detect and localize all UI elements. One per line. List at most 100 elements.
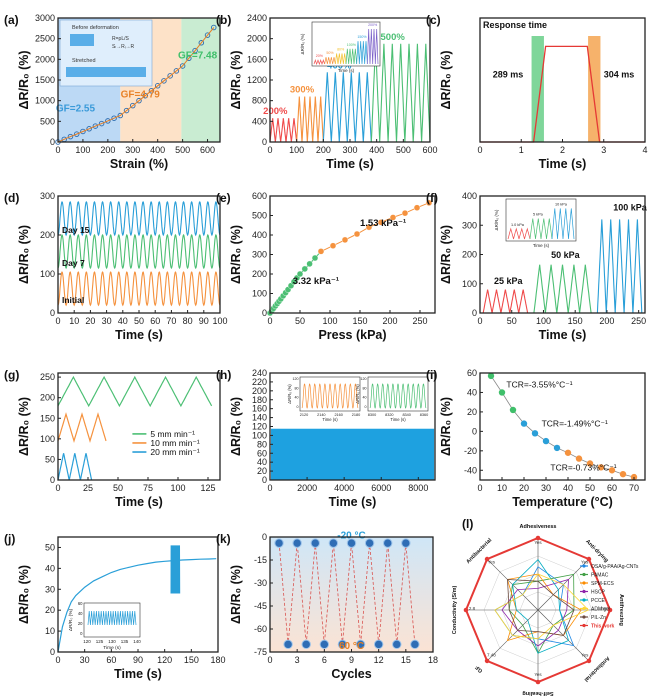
radar-point <box>535 535 541 541</box>
x-tick-label: 200 <box>100 145 115 155</box>
plot-area: 120 125 130 135 140 0 20 40 60 Time (s) ΔR/R₀ (%) <box>57 545 217 653</box>
legend-label: ADM gel <box>591 607 610 613</box>
inset-line <box>87 610 137 626</box>
series-line <box>596 219 643 314</box>
data-point <box>317 248 325 255</box>
x-tick-label: 90 <box>199 316 209 326</box>
y-axis-label: ΔR/R₀ (%) <box>17 50 31 109</box>
data-point <box>553 444 561 452</box>
y-tick-label: 20 <box>45 605 55 615</box>
y-axis-label: ΔR/R₀ (%) <box>17 397 31 456</box>
data-point <box>531 430 539 437</box>
temp-label: 60 °C <box>339 641 364 652</box>
y-tick-label: 200 <box>462 250 477 260</box>
plot-area: 5 mm min⁻¹10 mm min⁻¹20 mm min⁻¹ <box>57 375 213 481</box>
plot-area: Response time 289 ms 304 ms <box>480 20 645 143</box>
x-tick-label: 400 <box>369 145 384 155</box>
radar-axis-value: Yes <box>534 540 542 545</box>
x-tick-label: 9 <box>349 655 354 665</box>
annotation: 304 ms <box>604 69 635 79</box>
data-point <box>292 538 302 548</box>
y-tick-label: 80 <box>257 439 267 449</box>
x-tick-label: 20 <box>519 483 529 493</box>
data-point <box>111 115 117 121</box>
x-tick-label: 0 <box>55 316 60 326</box>
radar-series <box>512 558 570 654</box>
x-tick-label: 0 <box>55 483 60 493</box>
y-tick-label: -20 <box>464 446 477 456</box>
x-tick-label: 150 <box>568 316 583 326</box>
data-point <box>92 123 99 129</box>
y-tick-label: -40 <box>464 465 477 475</box>
x-axis-label: Time (s) <box>115 328 163 342</box>
x-tick-label: 300 <box>342 145 357 155</box>
series-line <box>57 558 217 653</box>
series-line <box>57 200 221 237</box>
y-tick-label: 60 <box>257 448 267 458</box>
data-point <box>542 437 550 445</box>
x-tick-label: 2 <box>560 145 565 155</box>
inset-pressure-label: 1.0 kPa <box>511 223 525 227</box>
x-tick-label: 600 <box>422 145 437 155</box>
x-tick-label: 30 <box>541 483 551 493</box>
y-tick-label: 100 <box>40 269 55 279</box>
inset-x-label: Time (s) <box>338 68 355 73</box>
legend-marker <box>582 598 586 602</box>
y-tick-label: 0 <box>472 426 477 436</box>
radar-axis-label: Self-healing <box>522 690 553 696</box>
strain-label: 500% <box>381 32 406 43</box>
y-tick-label: 40 <box>257 457 267 467</box>
radar-axis-label: Adhesiveness <box>520 524 557 530</box>
data-point <box>204 32 211 38</box>
x-tick-label: 70 <box>166 316 176 326</box>
axes-frame <box>479 17 646 143</box>
x-tick-label: 40 <box>118 316 128 326</box>
data-point <box>301 265 308 273</box>
y-tick-label: 400 <box>252 230 267 240</box>
y-tick-label: 800 <box>252 96 267 106</box>
radar-axis-label: GF <box>474 663 484 673</box>
y-tick-label: 1000 <box>35 96 55 106</box>
y-tick-label: 200 <box>40 230 55 240</box>
y-axis-label: ΔR/R₀ (%) <box>229 225 243 284</box>
x-tick-label: 20 <box>85 316 95 326</box>
inset-equation: Sₗ→Rᵢ→R <box>112 44 135 50</box>
x-tick-label: 60 <box>150 316 160 326</box>
data-point <box>123 107 130 114</box>
radar-axis-label: Antifreezing <box>618 594 624 626</box>
inset-y-tick: 0 <box>297 405 299 409</box>
x-tick-label: 200 <box>382 316 397 326</box>
x-tick-label: 100 <box>212 316 227 326</box>
data-point <box>373 639 384 650</box>
y-tick-label: 20 <box>257 466 267 476</box>
legend-label: 10 mm min⁻¹ <box>150 438 200 448</box>
burst-signal <box>170 545 181 594</box>
annotation: TCR=-1.49%°C⁻¹ <box>542 419 608 429</box>
radar-axis-value: Yes <box>534 672 542 677</box>
data-point <box>80 128 86 135</box>
axes-frame <box>479 372 646 481</box>
y-axis-label: ΔR/R₀ (%) <box>439 50 453 109</box>
data-point <box>353 230 361 238</box>
strain-label: 200% <box>263 106 288 117</box>
series-line <box>296 96 324 143</box>
panel-label: (j) <box>4 532 15 546</box>
inset-y-label: ΔR/R₀ (%) <box>300 33 305 54</box>
inset-strain-label: 200% <box>368 23 378 27</box>
data-point <box>564 449 572 456</box>
signal-band <box>271 428 435 480</box>
x-tick-label: 250 <box>412 316 427 326</box>
legend-marker <box>582 581 586 585</box>
data-point <box>410 639 420 650</box>
y-axis-label: ΔR/R₀ (%) <box>229 50 243 109</box>
inset-y-label: ΔR/R₀ (%) <box>355 384 360 404</box>
inset-line <box>356 41 368 65</box>
inset-x-label: Time (s) <box>322 417 338 422</box>
data-point <box>346 538 357 548</box>
x-tick-label: 15 <box>401 655 411 665</box>
data-point <box>283 639 293 650</box>
y-tick-label: 0 <box>262 532 267 542</box>
legend-marker <box>582 615 586 619</box>
inset-equation: R=ρL/S <box>112 36 130 42</box>
legend-label: 5 mm min⁻¹ <box>150 429 195 439</box>
